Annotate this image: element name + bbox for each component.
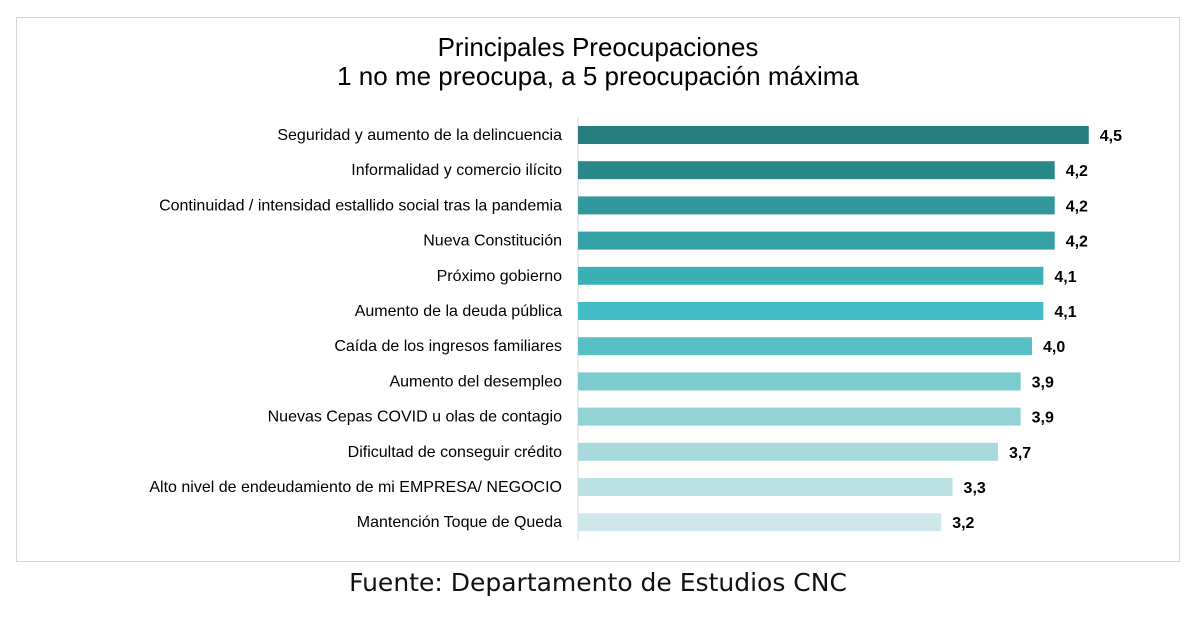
chart-title: Principales Preocupaciones 1 no me preoc…: [0, 33, 1196, 91]
data-label: 3,9: [1032, 374, 1054, 391]
data-label: 3,9: [1032, 410, 1054, 427]
data-label: 4,5: [1100, 128, 1122, 145]
category-label: Seguridad y aumento de la delincuencia: [277, 127, 562, 144]
data-label: 3,2: [952, 515, 974, 532]
category-label: Dificultad de conseguir crédito: [348, 444, 562, 461]
data-label: 4,1: [1054, 304, 1076, 321]
data-label: 4,1: [1054, 269, 1076, 286]
bar: [578, 478, 953, 496]
bar: [578, 266, 1044, 285]
category-label: Nuevas Cepas COVID u olas de contagio: [268, 409, 562, 426]
category-label: Informalidad y comercio ilícito: [351, 162, 562, 179]
category-label: Próximo gobierno: [437, 268, 563, 285]
bar: [578, 126, 1089, 144]
chart-subtitle: 1 no me preocupa, a 5 preocupación máxim…: [337, 61, 859, 91]
bar: [578, 337, 1032, 356]
category-label: Mantención Toque de Queda: [357, 514, 562, 531]
bar: [578, 231, 1055, 250]
data-label: 4,2: [1066, 234, 1088, 251]
bar: [578, 513, 942, 532]
data-label: 3,7: [1009, 445, 1031, 462]
data-label: 4,0: [1043, 339, 1065, 356]
chart-frame: [16, 17, 1180, 562]
bar: [578, 196, 1055, 215]
category-label: Aumento del desempleo: [389, 373, 562, 390]
source-note: Fuente: Departamento de Estudios CNC: [349, 568, 847, 597]
chart-title-main: Principales Preocupaciones: [437, 32, 759, 62]
category-label: Caída de los ingresos familiares: [334, 338, 562, 355]
bar: [578, 372, 1021, 391]
category-label: Nueva Constitución: [423, 233, 562, 250]
category-label: Aumento de la deuda pública: [355, 303, 562, 320]
bar: [578, 161, 1055, 180]
bar: [578, 407, 1021, 426]
category-label: Alto nivel de endeudamiento de mi EMPRES…: [149, 479, 562, 496]
data-label: 3,3: [964, 480, 986, 497]
bar: [578, 442, 998, 461]
data-label: 4,2: [1066, 198, 1088, 215]
bar: [578, 302, 1044, 320]
category-label: Continuidad / intensidad estallido socia…: [159, 197, 562, 214]
data-label: 4,2: [1066, 163, 1088, 180]
